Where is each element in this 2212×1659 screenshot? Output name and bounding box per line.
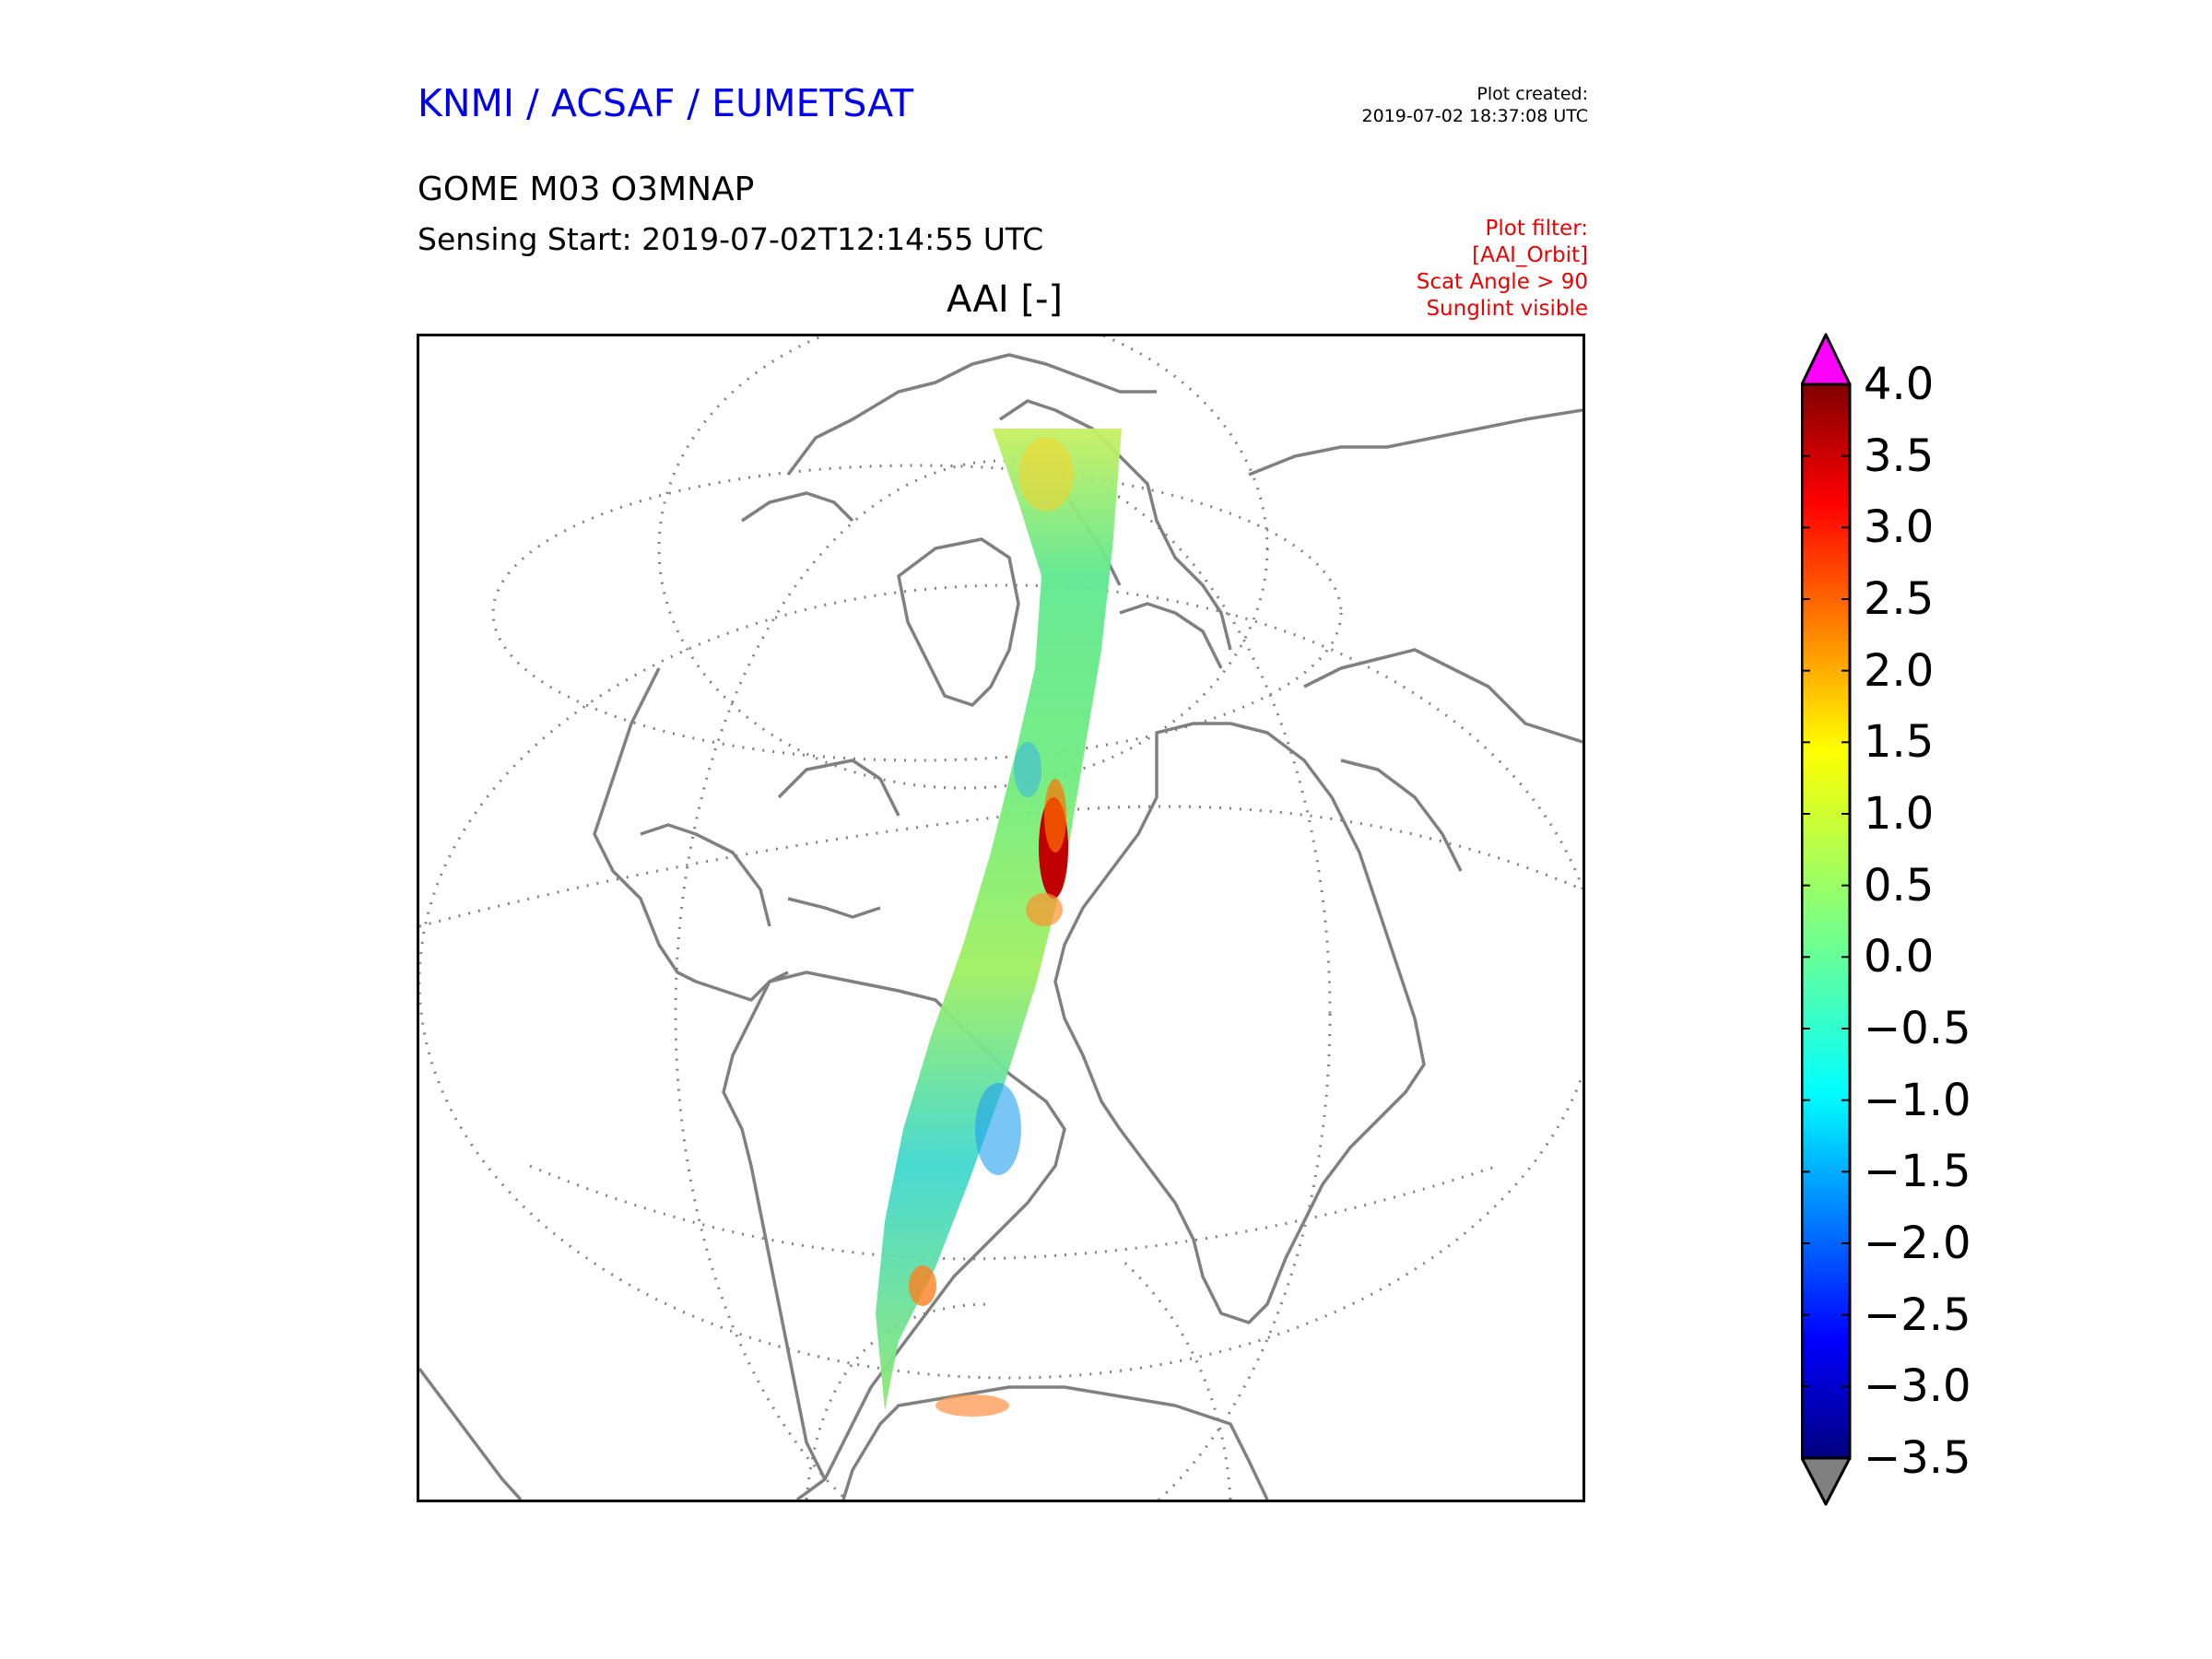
colorbar-tick-label: 1.0 (1864, 788, 1935, 840)
colorbar-tick-label: 0.0 (1864, 931, 1935, 983)
filter-line: Plot filter: (1485, 217, 1588, 241)
colorbar-gradient (1801, 382, 1852, 1460)
colorbar-tick-label: −1.0 (1864, 1074, 1971, 1126)
map-panel (417, 334, 1585, 1502)
colorbar-tick-label: −2.0 (1864, 1218, 1971, 1269)
product-name: GOME M03 O3MNAP (418, 171, 755, 208)
colorbar-tick-label: 1.5 (1864, 716, 1935, 769)
plot-created: Plot created: 2019-07-02 18:37:08 UTC (1362, 83, 1589, 127)
colorbar-tick-label: −2.5 (1864, 1288, 1971, 1341)
aerosol-plume-mid (1044, 779, 1066, 853)
swath-blue-patch (975, 1083, 1021, 1175)
organisation-title: KNMI / ACSAF / EUMETSAT (418, 81, 914, 125)
colorbar-tick-label: 0.5 (1864, 859, 1935, 912)
swath-area (876, 429, 1122, 1410)
swath-yellow-patch (1018, 438, 1074, 512)
swath-south-orange (909, 1265, 936, 1306)
satellite-swath (876, 429, 1122, 1417)
colorbar-tick-label: 3.5 (1864, 429, 1935, 482)
filter-line: Sunglint visible (1426, 297, 1588, 321)
aerosol-plume-east (1026, 893, 1063, 926)
map-title: AAI [-] (947, 278, 1063, 321)
map-svg (419, 336, 1583, 1500)
colorbar-tick-label: 2.0 (1864, 644, 1935, 697)
swath-blue-patch (1014, 742, 1041, 797)
plot-filter: Plot filter: [AAI_Orbit] Scat Angle > 90… (1417, 216, 1588, 323)
filter-line: [AAI_Orbit] (1472, 243, 1588, 267)
graticule (419, 336, 1583, 1500)
plot-created-time: 2019-07-02 18:37:08 UTC (1361, 106, 1589, 126)
colorbar-tick-label: −3.5 (1864, 1432, 1971, 1484)
colorbar-under-triangle (1801, 1456, 1852, 1506)
colorbar-tick-label: 2.5 (1864, 573, 1935, 625)
colorbar-tick-label: −1.5 (1864, 1146, 1971, 1198)
filter-line: Scat Angle > 90 (1416, 270, 1588, 294)
colorbar (1801, 333, 1852, 1506)
colorbar-tick-label: 3.0 (1864, 501, 1935, 554)
plot-created-label: Plot created: (1477, 84, 1588, 104)
colorbar-tick-label: −3.0 (1864, 1360, 1971, 1413)
swath-bottom-orange (935, 1394, 1009, 1417)
sensing-start: Sensing Start: 2019-07-02T12:14:55 UTC (418, 221, 1044, 257)
colorbar-tick-label: −0.5 (1864, 1003, 1971, 1054)
colorbar-tick-label: 4.0 (1864, 359, 1935, 410)
